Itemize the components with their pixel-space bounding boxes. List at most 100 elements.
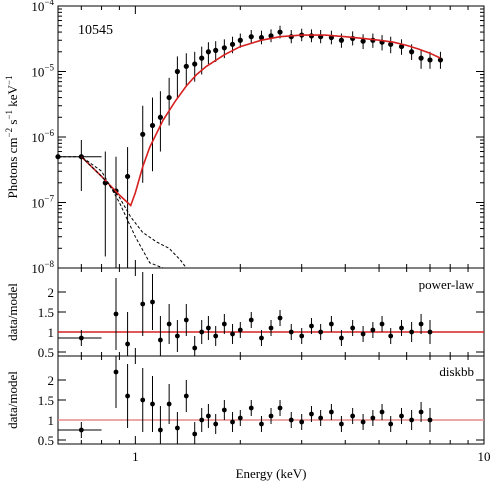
ratio-data-point [299,333,305,339]
y-tick-label: 10−4 [31,0,54,14]
ratio-data-point [166,321,172,327]
spectrum-plot: 10−8 10−7 10−6 10−5 10−4 [31,0,485,276]
ratio-data-point [113,369,119,375]
spectrum-data-point [388,41,394,47]
ratio-plot-diskbb: 0.5 1 1.5 2 1 10 [38,356,491,464]
ratio-plot-power-law: 0.5 1 1.5 2 [38,268,485,360]
ratio-data-point [268,325,274,331]
ratio-data-point [379,321,385,327]
y-tick-label: 10−7 [31,194,54,211]
spectrum-data-point [140,131,146,137]
ratio-data-point [277,405,283,411]
ratio-data-point [360,331,366,337]
ratio-data-point [248,405,254,411]
ratio-data-point [339,335,344,341]
ratio-data-point [277,315,283,321]
ratio-data-point [230,331,235,337]
spectrum-data-point [427,57,433,63]
ratio-data-point [309,323,314,329]
ratio-data-point [205,325,211,331]
ratio-data-point [213,421,219,427]
spectrum-data-point [149,122,156,129]
ratio-data-point [427,329,433,335]
ratio-data-point [140,397,146,403]
ratio-data-point [192,345,198,351]
ratio-data-point [150,299,155,305]
spectrum-data-point [199,55,205,61]
ratio-data-point [288,417,294,423]
ratio-data-point [328,321,334,327]
ratio-data-point [125,341,130,347]
spectrum-data-point [237,37,243,43]
spectrum-data-point [213,47,219,53]
model-curve [80,34,441,207]
ratio-data-point [199,329,205,335]
ratio-data-point [350,325,356,331]
ratio-data-point [221,321,227,327]
ratio-data-point [379,409,385,415]
ratio-data-point [259,335,264,341]
ratio-data-point [409,417,415,423]
ratio-data-point [166,401,172,407]
x-tick-label: 10 [478,449,491,464]
ratio-y-tick-label: 1 [48,413,55,428]
spectrum-data-point [248,34,254,40]
y-tick-label: 10−5 [31,63,54,80]
x-tick-label: 1 [132,449,139,464]
y-tick-label: 10−8 [31,259,54,276]
ratio-data-point [299,419,305,425]
diskbb-label: diskbb [439,364,474,379]
ratio-data-point [268,413,274,419]
ratio-data-point [388,421,394,427]
power-law-label: power-law [419,277,475,292]
ratio-data-point [318,415,324,421]
ratio-y-tick-label: 0.5 [38,433,54,448]
spectrum-data-point [268,33,274,39]
ratio-y-tick-label: 1.5 [38,305,54,320]
spectrum-data-point [360,38,366,44]
ratio-data-point [237,415,243,421]
ratio-data-point [339,421,344,427]
ratio-data-point [350,413,356,419]
spectrum-data-point [338,37,345,43]
spectrum-data-point [124,173,131,180]
spectrum-data-point [229,41,236,47]
ratio2-y-axis-title: data/model [5,371,20,429]
ratio-data-point [328,409,334,415]
ratio-data-point [318,329,324,335]
ratio-data-point [370,415,376,421]
spectrum-data-point [192,61,198,67]
ratio-y-tick-label: 2 [48,285,55,300]
ratio-y-tick-label: 2 [48,373,55,388]
ratio-data-point [259,421,264,427]
spectrum-data-point [221,45,227,51]
spectrum-data-point [398,43,405,50]
ratio-data-point [113,311,119,317]
spectrum-data-point [183,63,189,69]
ratio-data-point [192,431,198,437]
ratio-data-point [418,321,424,327]
ratio-data-point [230,419,235,425]
ratio-data-point [158,337,163,343]
ratio-data-point [427,417,433,423]
x-axis-title: Energy (keV) [236,466,307,481]
ratio-y-tick-label: 1.5 [38,393,54,408]
component-curve-2 [58,156,164,269]
spectrum-data-point [205,49,211,55]
ratio-panel-2-frame [57,355,485,445]
ratio-data-point [199,417,205,423]
spectrum-data-point [277,29,283,35]
ratio-data-point [205,413,211,419]
ratio-data-point [213,333,219,339]
ratio-data-point [388,333,394,339]
ratio-data-point [140,301,146,307]
ratio-data-point [418,409,424,415]
ratio-data-point [370,327,376,333]
ratio-data-point [183,393,189,399]
ratio-data-point [309,411,314,417]
ratio-data-point [174,333,180,339]
ratio-data-point [174,425,180,431]
spectrum-data-point [418,55,424,61]
ratio-y-tick-label: 0.5 [38,345,54,360]
